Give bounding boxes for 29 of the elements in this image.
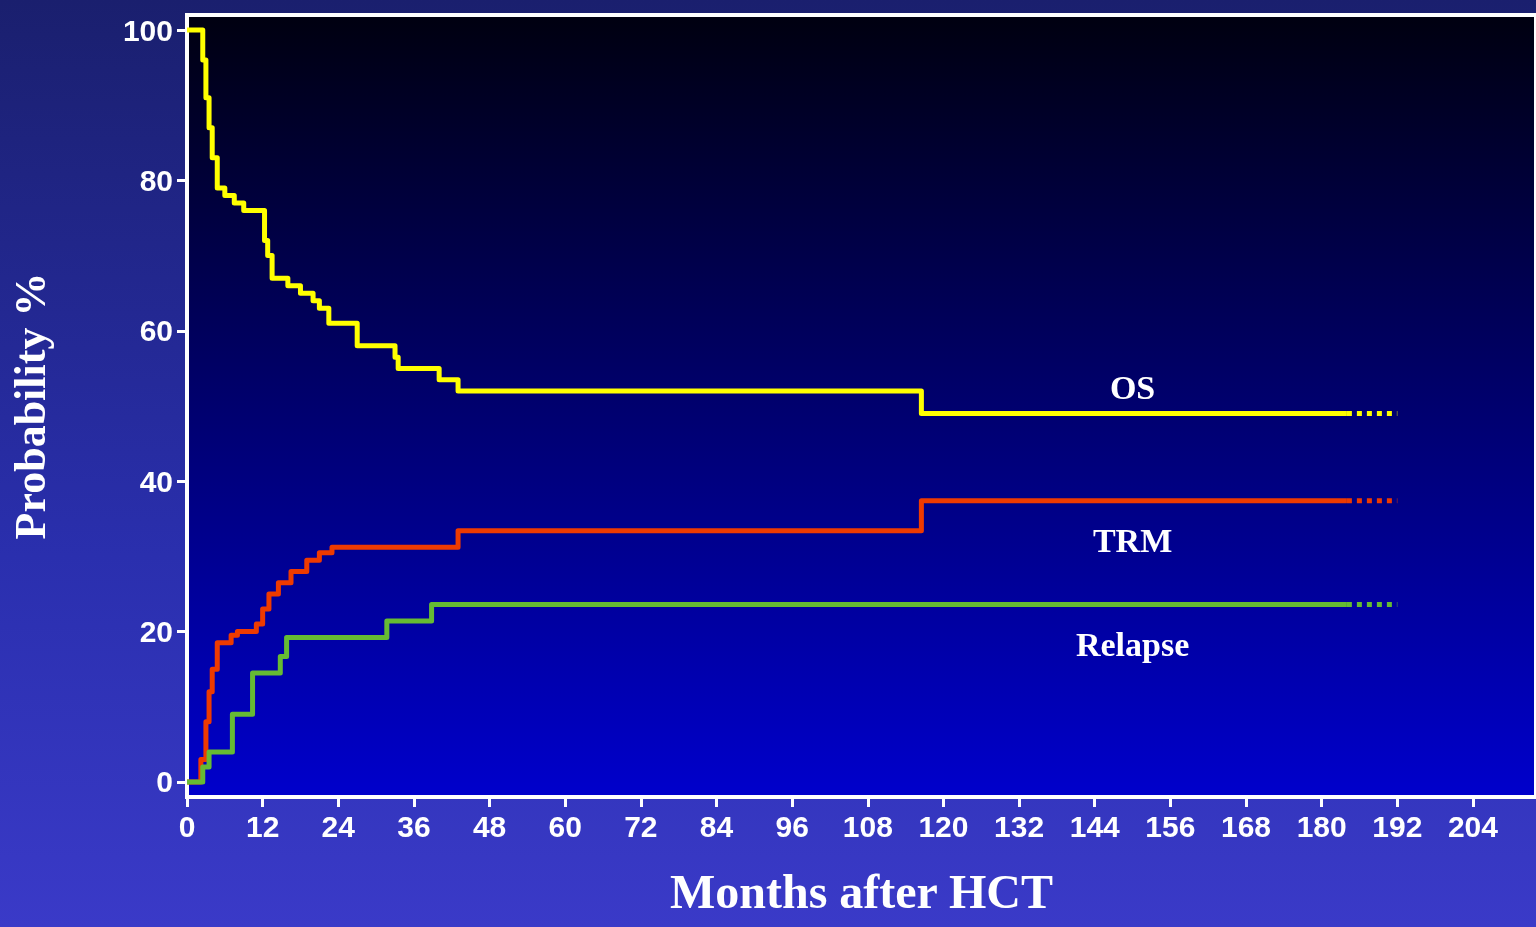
x-axis-title: Months after HCT bbox=[669, 864, 1054, 918]
x-tick-label: 0 bbox=[178, 809, 196, 843]
y-tick-label: 100 bbox=[122, 13, 173, 47]
x-tick-label: 132 bbox=[994, 809, 1045, 843]
x-tick-label: 36 bbox=[397, 809, 431, 843]
series-label: Relapse bbox=[1075, 626, 1190, 664]
x-tick-label: 204 bbox=[1447, 809, 1499, 843]
x-tick-label: 84 bbox=[699, 809, 734, 843]
x-tick-label: 12 bbox=[245, 809, 280, 843]
y-axis-title: Probability % bbox=[5, 272, 55, 540]
y-tick-label: 80 bbox=[139, 163, 173, 197]
x-tick-label: 96 bbox=[775, 809, 809, 843]
y-tick-label: 0 bbox=[156, 765, 173, 799]
x-tick-label: 156 bbox=[1145, 809, 1196, 843]
series-label: TRM bbox=[1092, 522, 1173, 560]
x-tick-label: 168 bbox=[1221, 809, 1272, 843]
x-tick-label: 48 bbox=[472, 809, 507, 843]
x-tick-label: 144 bbox=[1069, 809, 1121, 843]
y-tick-label: 40 bbox=[139, 464, 173, 498]
x-tick-label: 108 bbox=[842, 809, 893, 843]
y-tick-label: 20 bbox=[139, 615, 173, 649]
x-tick-label: 60 bbox=[548, 809, 582, 843]
series-label: OS bbox=[1109, 369, 1156, 407]
x-tick-label: 192 bbox=[1372, 809, 1423, 843]
x-tick-label: 24 bbox=[321, 809, 356, 843]
y-tick-label: 60 bbox=[139, 314, 173, 348]
x-tick-label: 120 bbox=[918, 809, 969, 843]
x-tick-label: 72 bbox=[624, 809, 658, 843]
x-tick-label: 180 bbox=[1296, 809, 1347, 843]
